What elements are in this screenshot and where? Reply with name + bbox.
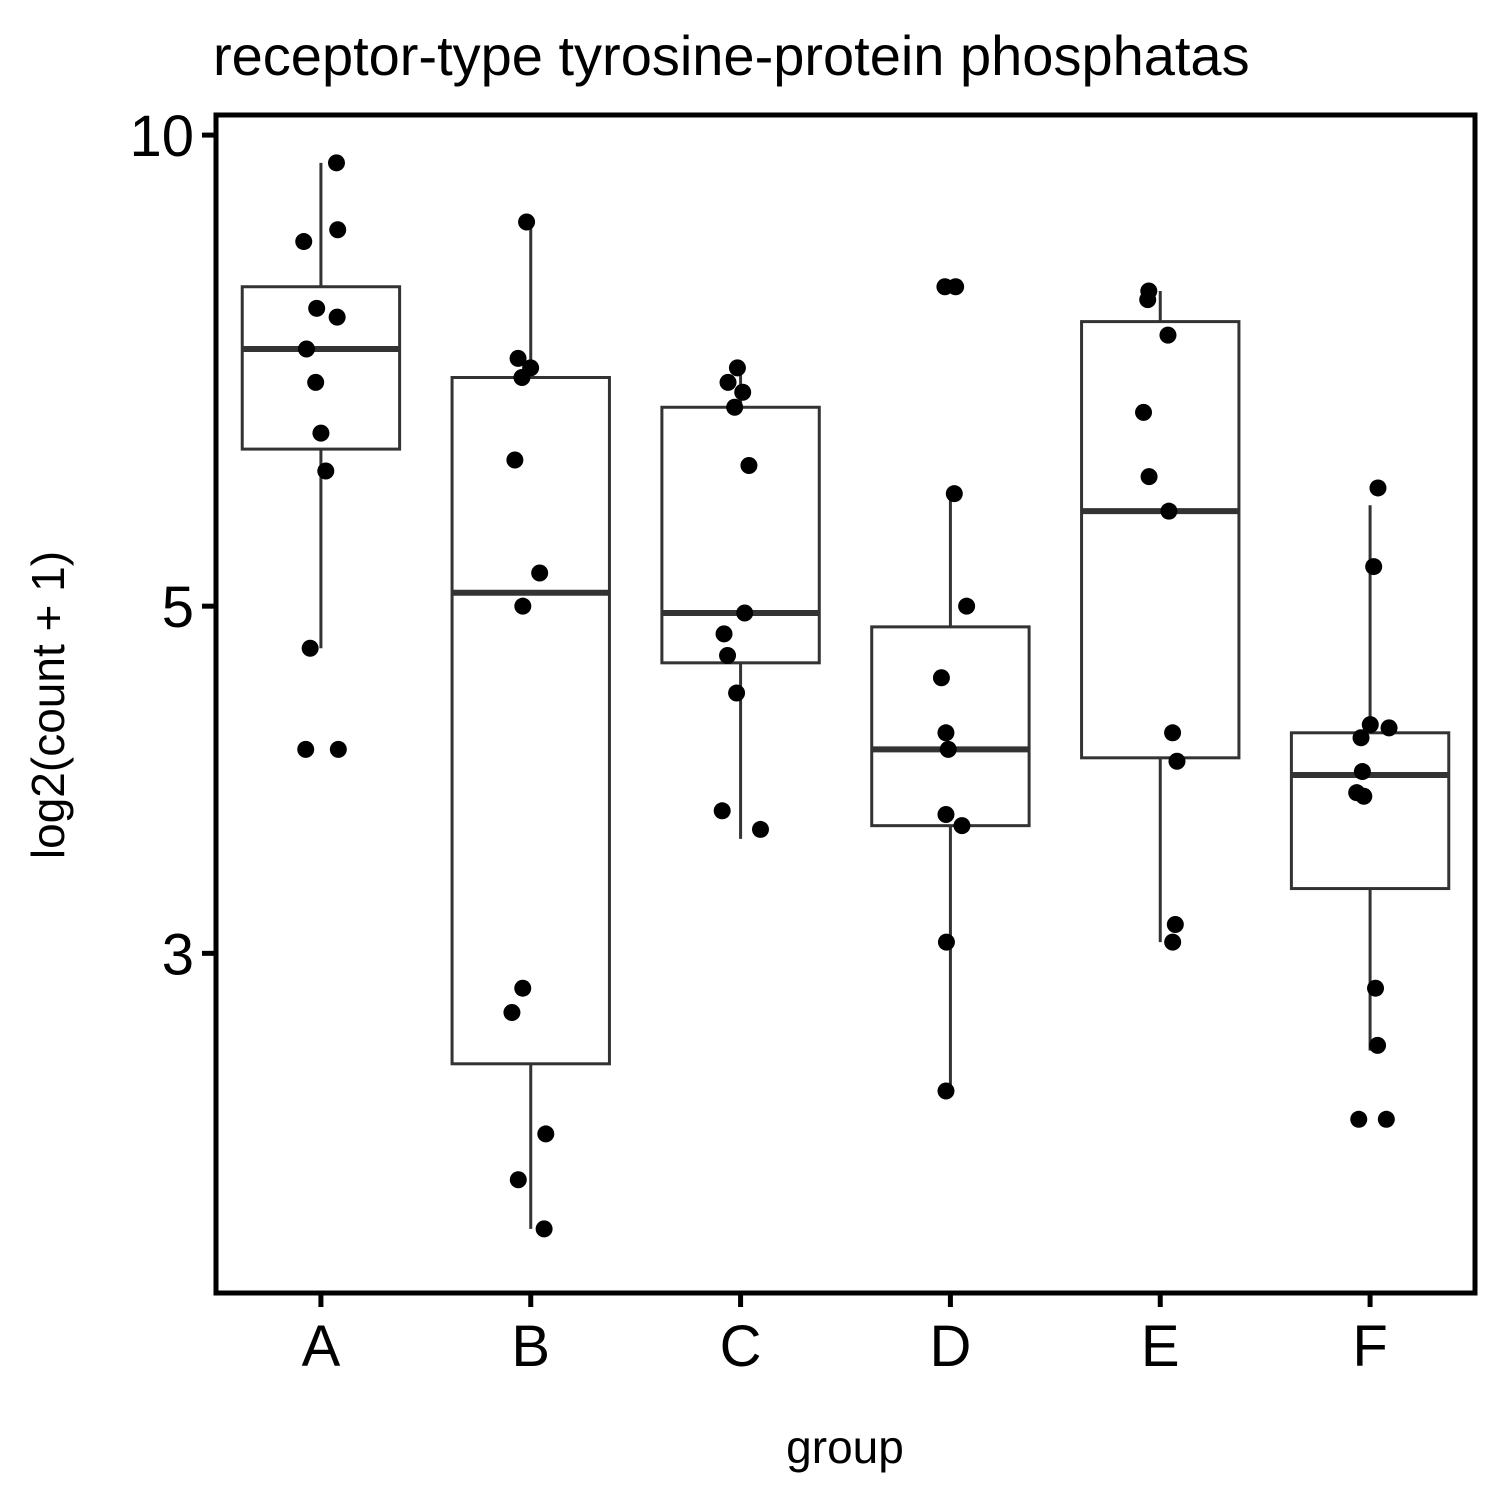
y-axis-title: log2(count + 1) xyxy=(22,551,74,859)
data-point-b xyxy=(509,349,527,367)
data-point-a xyxy=(297,340,315,358)
data-point-d xyxy=(945,485,963,503)
box-f xyxy=(1289,731,1451,891)
data-point-f xyxy=(1365,558,1383,576)
data-point-b xyxy=(513,368,531,386)
data-point-e xyxy=(1168,752,1186,770)
x-tick-label: A xyxy=(302,1314,341,1379)
x-axis-title: group xyxy=(786,1421,904,1473)
data-point-c xyxy=(715,625,733,643)
data-point-e xyxy=(1140,468,1158,486)
data-point-a xyxy=(328,308,346,326)
axes: 3 5 10 A B C D E F xyxy=(129,104,1387,1379)
data-point-f xyxy=(1380,719,1398,737)
data-point-e xyxy=(1164,933,1182,951)
data-point-f xyxy=(1352,729,1370,747)
data-point-e xyxy=(1164,724,1182,742)
data-point-f xyxy=(1377,1110,1395,1128)
box-b xyxy=(450,375,611,1066)
data-point-e xyxy=(1139,291,1157,309)
data-point-b xyxy=(514,597,532,615)
data-point-e xyxy=(1160,502,1178,520)
data-point-d xyxy=(953,817,971,835)
data-point-b xyxy=(509,1171,527,1189)
data-point-d xyxy=(937,933,955,951)
box-c xyxy=(660,405,821,665)
x-tick-label: B xyxy=(511,1314,550,1379)
data-point-d xyxy=(947,278,965,296)
box-e xyxy=(1080,320,1241,760)
data-point-b xyxy=(514,979,532,997)
data-point-c xyxy=(713,802,731,820)
data-point-c xyxy=(734,383,752,401)
y-tick-label: 10 xyxy=(129,104,194,169)
data-point-c xyxy=(726,398,744,416)
data-point-d xyxy=(932,669,950,687)
data-point-c xyxy=(728,359,746,377)
data-point-b xyxy=(531,564,549,582)
y-tick-label: 3 xyxy=(162,922,194,987)
data-point-c xyxy=(736,604,754,622)
data-point-d xyxy=(937,805,955,823)
x-tick-label: D xyxy=(929,1314,971,1379)
data-point-f xyxy=(1361,716,1379,734)
data-point-a xyxy=(317,462,335,480)
data-point-a xyxy=(297,740,315,758)
x-tick-label: C xyxy=(720,1314,762,1379)
data-point-a xyxy=(327,154,345,172)
data-point-f xyxy=(1350,1110,1368,1128)
data-point-c xyxy=(719,373,737,391)
data-point-f xyxy=(1369,479,1387,497)
data-point-f xyxy=(1355,787,1373,805)
data-point-a xyxy=(301,639,319,657)
plot-panel-border xyxy=(213,112,1478,1296)
data-point-b xyxy=(506,451,524,469)
data-point-e xyxy=(1135,403,1153,421)
data-point-d xyxy=(939,740,957,758)
plot-area xyxy=(240,154,1451,1238)
data-point-c xyxy=(751,820,769,838)
chart-title: receptor-type tyrosine-protein phosphata… xyxy=(213,24,1250,87)
x-tick-label: F xyxy=(1352,1314,1387,1379)
data-point-c xyxy=(728,684,746,702)
data-point-f xyxy=(1367,979,1385,997)
data-point-c xyxy=(740,456,758,474)
data-point-b xyxy=(518,213,536,231)
data-point-a xyxy=(329,740,347,758)
data-point-c xyxy=(719,646,737,664)
data-point-a xyxy=(308,299,326,317)
data-point-d xyxy=(958,597,976,615)
data-point-b xyxy=(535,1220,553,1238)
data-point-e xyxy=(1159,326,1177,344)
data-point-b xyxy=(503,1003,521,1021)
data-point-b xyxy=(537,1125,555,1143)
data-point-f xyxy=(1369,1036,1387,1054)
x-tick-label: E xyxy=(1141,1314,1180,1379)
data-point-a xyxy=(312,424,330,442)
data-point-a xyxy=(307,373,325,391)
data-point-d xyxy=(937,724,955,742)
data-point-a xyxy=(295,233,313,251)
data-point-e xyxy=(1166,916,1184,934)
data-point-d xyxy=(937,1082,955,1100)
y-tick-label: 5 xyxy=(162,575,194,640)
data-point-f xyxy=(1353,763,1371,781)
data-point-a xyxy=(329,221,347,239)
